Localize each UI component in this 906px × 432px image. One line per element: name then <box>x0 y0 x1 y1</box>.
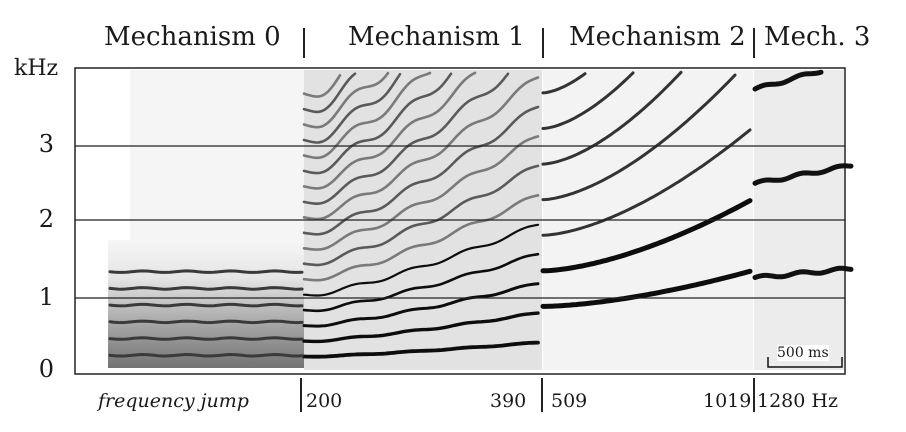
harmonic-m1-16 <box>302 71 390 129</box>
freq-1019-label: 1019 <box>703 390 752 412</box>
y-tick-2: 2 <box>38 205 54 233</box>
harmonic-m1-14 <box>302 71 432 160</box>
y-tick-1: 1 <box>38 283 54 311</box>
harmonic-m1-15 <box>302 72 402 144</box>
mechanism-1-label: Mechanism 1 <box>348 22 525 52</box>
bottom-separator-2 <box>541 378 543 412</box>
harmonic-m2-3 <box>541 128 752 237</box>
freq-390-label: 390 <box>490 390 527 412</box>
scale-bar <box>767 357 843 368</box>
freq-1280-label: 1280 Hz <box>757 390 838 412</box>
harmonic-m1-2 <box>302 311 540 344</box>
scale-bar-label: 500 ms <box>777 345 829 361</box>
bottom-separator-3 <box>753 378 755 412</box>
harmonic-m1-8 <box>302 135 540 251</box>
freq-509-label: 509 <box>551 390 588 412</box>
harmonic-m3-1 <box>752 265 854 280</box>
harmonic-m3-3 <box>752 69 824 92</box>
mechanism-3-label: Mech. 3 <box>764 22 871 52</box>
harmonic-m1-18 <box>302 74 342 98</box>
frequency-jump-label: frequency jump <box>98 390 249 412</box>
harmonic-m2-2 <box>540 198 753 274</box>
harmonic-m1-9 <box>302 105 540 236</box>
harmonic-m0-3 <box>108 319 304 325</box>
harmonic-m1-10 <box>302 76 540 221</box>
harmonic-m0-5 <box>108 286 304 291</box>
top-separator-1 <box>303 28 305 58</box>
harmonic-m1-6 <box>302 194 540 282</box>
y-tick-3: 3 <box>38 130 54 158</box>
freq-200-label: 200 <box>306 390 343 412</box>
harmonic-m3-2 <box>752 163 854 186</box>
harmonic-m1-1 <box>302 340 540 359</box>
bottom-separator-1 <box>300 378 302 412</box>
harmonic-m1-5 <box>302 223 540 297</box>
harmonic-m1-7 <box>302 164 540 267</box>
top-separator-2 <box>542 28 544 58</box>
harmonic-m0-2 <box>108 336 304 341</box>
harmonic-m2-7 <box>541 72 587 95</box>
harmonic-m1-17 <box>302 72 357 114</box>
harmonic-m2-6 <box>541 71 635 130</box>
harmonic-m2-4 <box>541 73 737 202</box>
harmonic-m0-6 <box>108 269 304 274</box>
harmonic-m0-1 <box>108 352 304 358</box>
harmonic-m1-3 <box>302 282 540 328</box>
mechanism-0-label: Mechanism 0 <box>104 22 281 52</box>
harmonic-m1-11 <box>302 72 510 206</box>
mechanism-2-label: Mechanism 2 <box>569 22 746 52</box>
harmonic-m2-5 <box>541 70 683 166</box>
mechanism-0-noise-upper <box>130 70 304 240</box>
y-axis-unit: kHz <box>14 56 59 81</box>
harmonic-m1-4 <box>302 252 540 313</box>
harmonic-m1-13 <box>302 72 453 175</box>
top-separator-3 <box>753 28 755 58</box>
harmonic-m2-1 <box>540 268 753 309</box>
y-tick-0: 0 <box>38 355 54 383</box>
harmonic-m0-4 <box>108 302 304 308</box>
